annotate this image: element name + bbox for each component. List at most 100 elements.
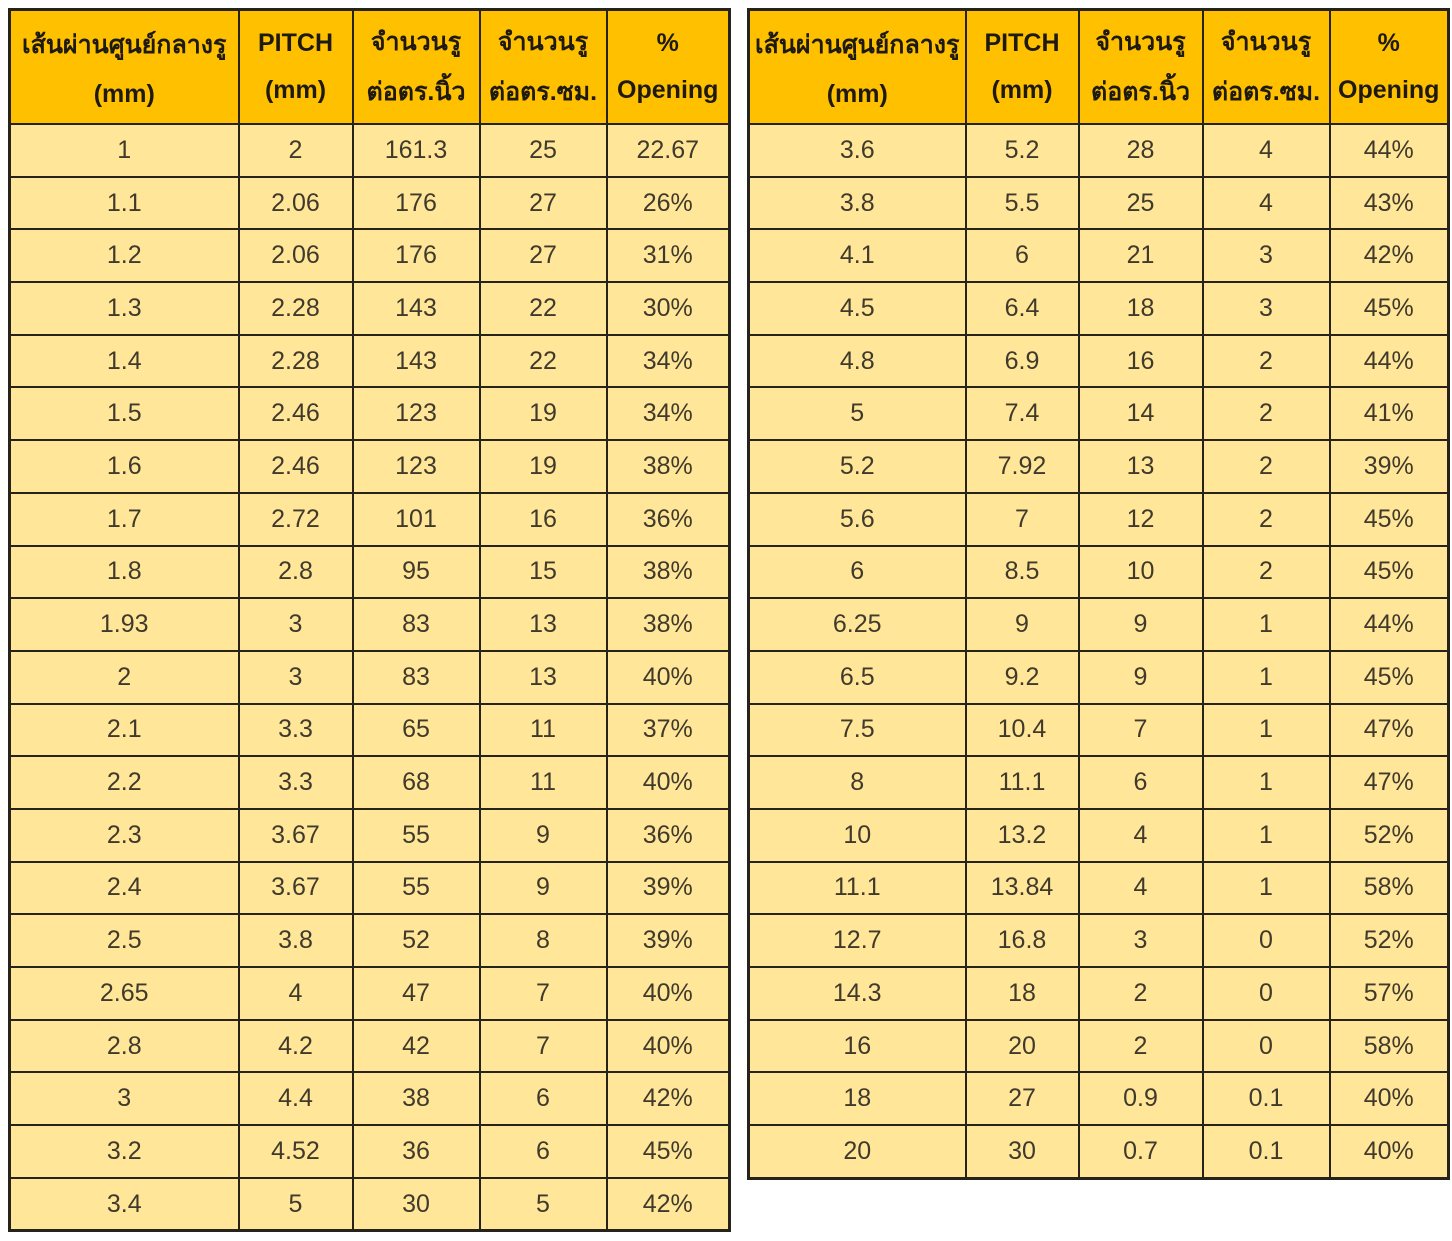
header-holes-per-sq-cm: จำนวนรู ต่อตร.ซม. (478, 8, 608, 125)
perforation-table-left: เส้นผ่านศูนย์กลางรู (mm) PITCH (mm) จำนว… (8, 8, 731, 1233)
table-cell: 4.1 (747, 228, 967, 284)
table-cell: 38% (605, 439, 731, 494)
table-cell: 2.1 (8, 702, 240, 758)
header-line: (mm) (93, 79, 155, 108)
table-cell: 6.9 (964, 333, 1080, 389)
header-holes-per-sq-cm: จำนวนรู ต่อตร.ซม. (1201, 8, 1331, 125)
table-row: 1.8 2.8 95 15 38% (8, 544, 731, 600)
perforation-table-right: เส้นผ่านศูนย์กลางรู (mm) PITCH (mm) จำนว… (747, 8, 1450, 1180)
table-cell: 41% (1328, 386, 1450, 442)
table-cell: 40% (1328, 1071, 1450, 1127)
table-cell: 6 (1077, 755, 1204, 810)
table-cell: 19 (478, 439, 608, 494)
header-line: ต่อตร.ซม. (488, 78, 598, 107)
table-cell: 36% (605, 807, 731, 863)
table-cell: 2 (1077, 966, 1204, 1021)
table-cell: 34% (605, 333, 731, 389)
table-cell: 7.5 (747, 702, 967, 758)
table-cell: 83 (351, 597, 481, 652)
table-cell: 38% (605, 544, 731, 600)
table-cell: 44% (1328, 333, 1450, 389)
table-cell: 52% (1328, 807, 1450, 863)
table-cell: 16 (478, 491, 608, 547)
table-cell: 11 (478, 755, 608, 810)
table-cell: 8 (478, 913, 608, 968)
table-cell: 9.2 (964, 649, 1080, 705)
header-line: จำนวนรู (370, 27, 462, 56)
table-cell: 42% (605, 1176, 731, 1232)
table-cell: 16.8 (964, 913, 1080, 968)
table-cell: 123 (351, 386, 481, 442)
table-cell: 6.4 (964, 281, 1080, 336)
table-cell: 2.06 (237, 175, 354, 231)
table-cell: 101 (351, 491, 481, 547)
table-cell: 2 (237, 123, 354, 178)
header-line: (mm) (264, 76, 327, 104)
table-row: 5 7.4 14 2 41% (747, 386, 1450, 442)
table-cell: 40% (605, 966, 731, 1021)
table-cell: 5 (478, 1176, 608, 1232)
table-row: 2.8 4.2 42 7 40% (8, 1018, 731, 1074)
table-cell: 9 (964, 597, 1080, 652)
table-cell: 10 (1077, 544, 1204, 600)
table-cell: 6 (478, 1071, 608, 1127)
table-cell: 4 (1201, 175, 1331, 231)
table-cell: 52 (351, 913, 481, 968)
table-cell: 14 (1077, 386, 1204, 442)
table-row: 2 3 83 13 40% (8, 649, 731, 705)
table-cell: 7 (478, 1018, 608, 1074)
header-row: เส้นผ่านศูนย์กลางรู (mm) PITCH (mm) จำนว… (747, 8, 1450, 125)
table-cell: 1 (1201, 807, 1331, 863)
table-row: 3 4.4 38 6 42% (8, 1071, 731, 1127)
header-holes-per-sq-inch: จำนวนรู ต่อตร.นิ้ว (1077, 8, 1204, 125)
table-row: 6 8.5 10 2 45% (747, 544, 1450, 600)
table-row: 1.1 2.06 176 27 26% (8, 175, 731, 231)
table-cell: 10 (747, 807, 967, 863)
table-cell: 1.7 (8, 491, 240, 547)
table-row: 3.2 4.52 36 6 45% (8, 1124, 731, 1179)
table-cell: 42% (1328, 228, 1450, 284)
header-line: เส้นผ่านศูนย์กลางรู (22, 31, 227, 60)
table-row: 1.2 2.06 176 27 31% (8, 228, 731, 284)
table-cell: 4.52 (237, 1124, 354, 1179)
table-cell: 20 (964, 1018, 1080, 1074)
table-cell: 22 (478, 333, 608, 389)
table-cell: 4 (1077, 860, 1204, 916)
table-row: 1.6 2.46 123 19 38% (8, 439, 731, 494)
table-row: 2.1 3.3 65 11 37% (8, 702, 731, 758)
table-cell: 40% (605, 755, 731, 810)
header-hole-diameter: เส้นผ่านศูนย์กลางรู (mm) (8, 8, 240, 125)
table-cell: 3.3 (237, 755, 354, 810)
table-cell: 2 (1201, 491, 1331, 547)
table-cell: 5 (747, 386, 967, 442)
table-cell: 7.92 (964, 439, 1080, 494)
table-cell: 1.6 (8, 439, 240, 494)
table-cell: 11 (478, 702, 608, 758)
table-cell: 6 (478, 1124, 608, 1179)
table-cell: 38% (605, 597, 731, 652)
table-cell: 3.67 (237, 860, 354, 916)
table-cell: 39% (605, 860, 731, 916)
table-cell: 55 (351, 807, 481, 863)
header-line: Opening (1338, 76, 1440, 104)
header-line: PITCH (984, 29, 1060, 57)
header-line: PITCH (258, 29, 333, 57)
table-cell: 44% (1328, 597, 1450, 652)
table-cell: 2.46 (237, 386, 354, 442)
table-row: 4.8 6.9 16 2 44% (747, 333, 1450, 389)
table-row: 2.2 3.3 68 11 40% (8, 755, 731, 810)
table-cell: 13 (1077, 439, 1204, 494)
table-cell: 16 (1077, 333, 1204, 389)
header-line: จำนวนรู (1095, 27, 1186, 56)
table-cell: 39% (1328, 439, 1450, 494)
table-row: 1.5 2.46 123 19 34% (8, 386, 731, 442)
table-cell: 13 (478, 649, 608, 705)
table-cell: 2.06 (237, 228, 354, 284)
table-cell: 5.6 (747, 491, 967, 547)
header-pitch: PITCH (mm) (964, 8, 1080, 125)
table-cell: 57% (1328, 966, 1450, 1021)
table-row: 1.3 2.28 143 22 30% (8, 281, 731, 336)
table-row: 18 27 0.9 0.1 40% (747, 1071, 1450, 1127)
table-cell: 45% (1328, 544, 1450, 600)
table-cell: 4.5 (747, 281, 967, 336)
